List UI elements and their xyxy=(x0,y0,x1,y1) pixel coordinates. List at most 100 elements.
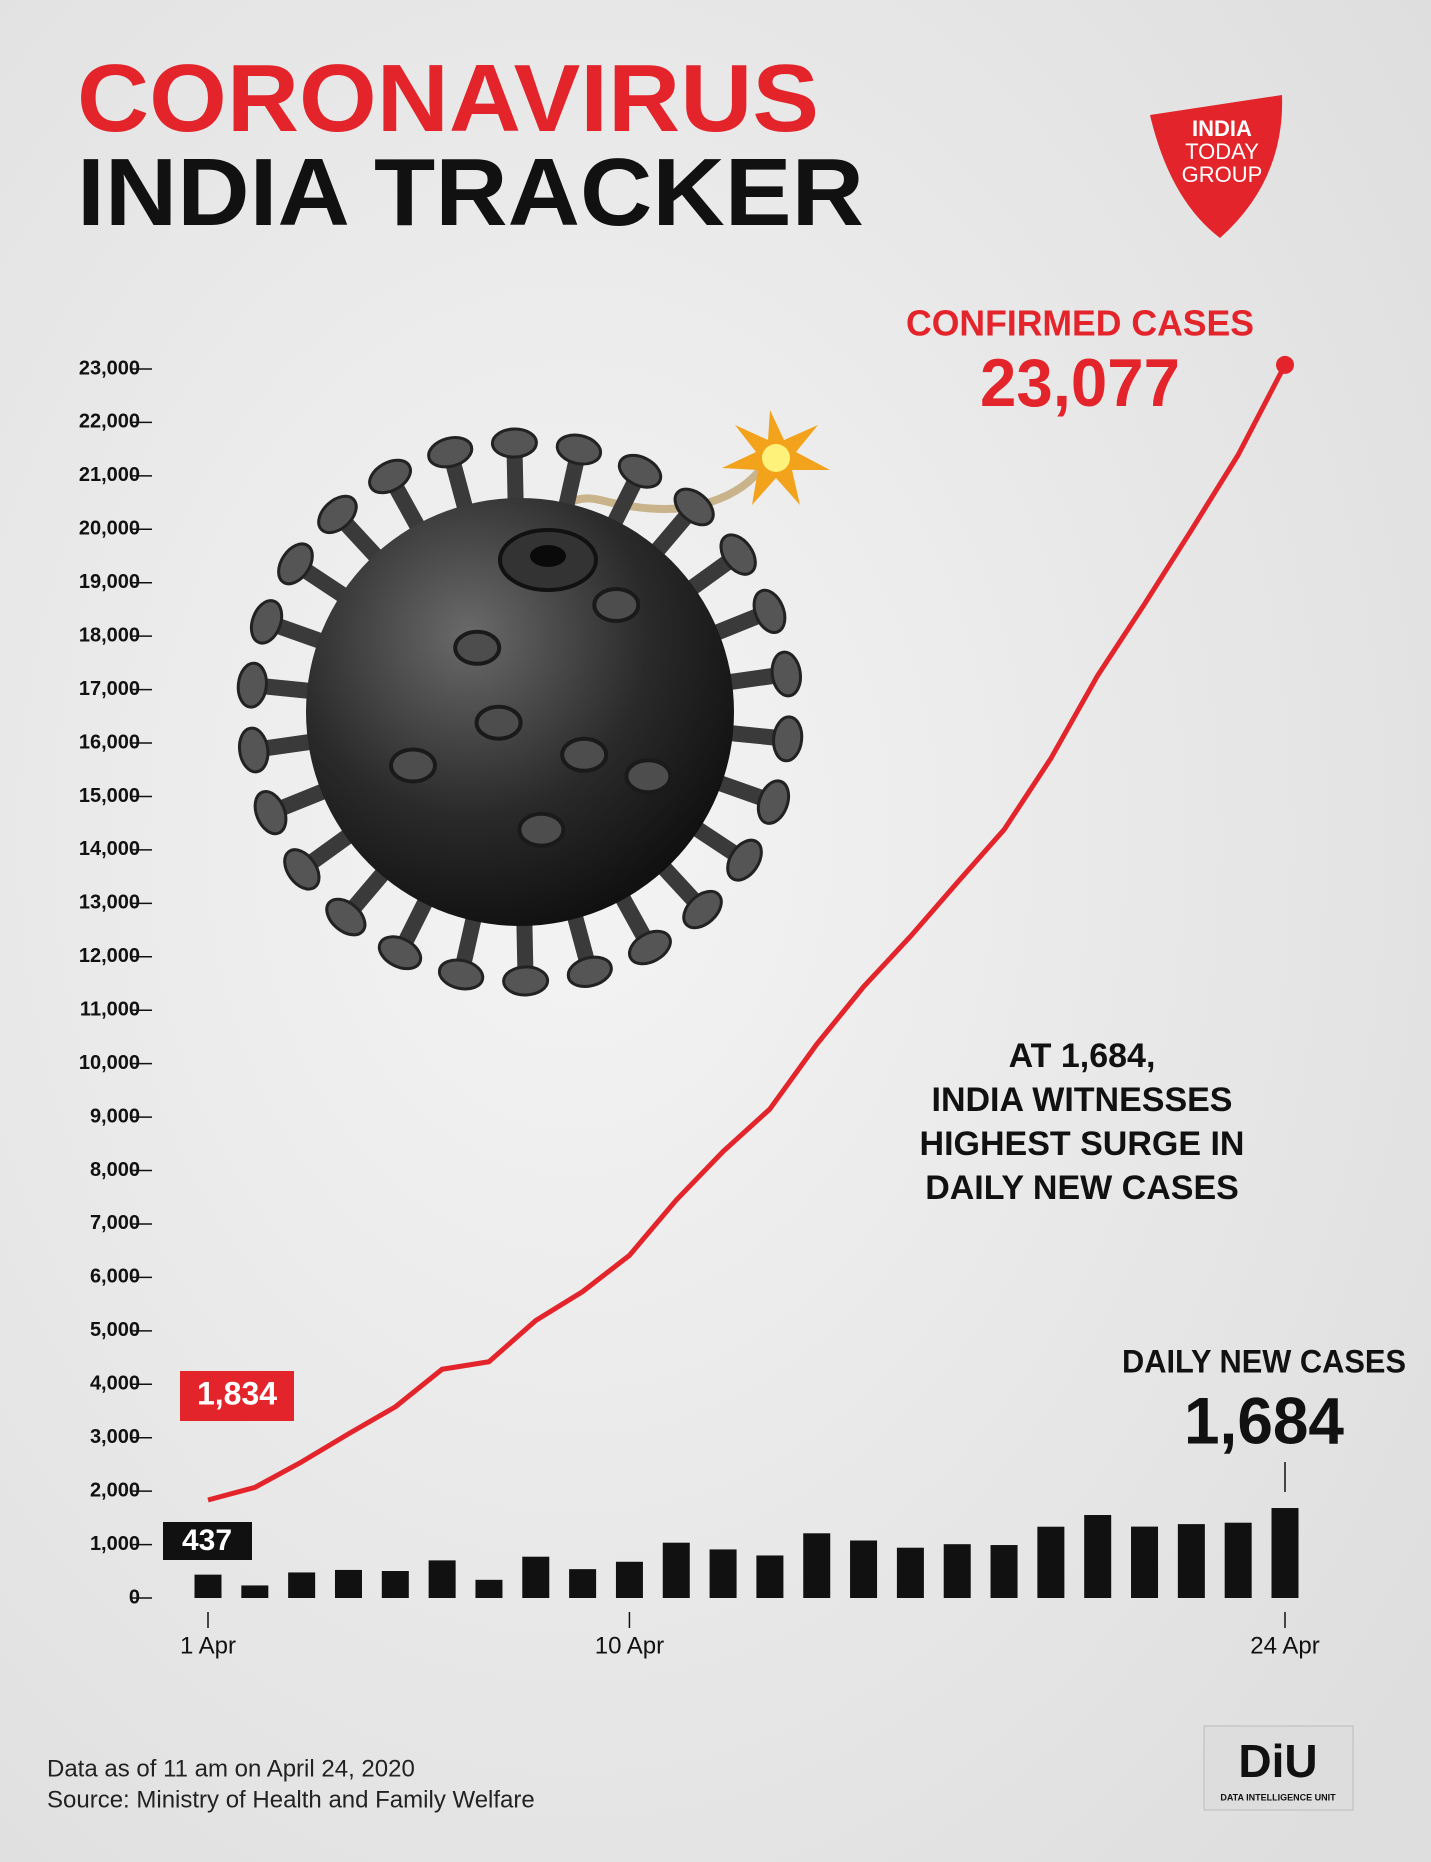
y-tick-label: 15,000 xyxy=(79,785,140,807)
logo-text: INDIA xyxy=(1192,116,1252,141)
bar xyxy=(428,1560,456,1598)
chart: 01,0002,0003,0004,0005,0006,0007,0008,00… xyxy=(79,303,1406,1660)
publisher-logo: INDIA TODAY GROUP xyxy=(1150,95,1283,238)
bar xyxy=(709,1549,737,1598)
unit-logo: DiU DATA INTELLIGENCE UNIT xyxy=(1203,1725,1354,1811)
virus-spike-knob xyxy=(770,650,803,698)
virus-knob xyxy=(560,736,609,773)
virus-spike-knob xyxy=(368,458,412,495)
virus-knob xyxy=(474,704,523,741)
virus-spike-knob xyxy=(502,965,550,997)
annotation: DAILY NEW CASES xyxy=(925,1169,1239,1207)
bar xyxy=(990,1545,1018,1598)
virus-illustration xyxy=(236,410,830,997)
bar xyxy=(850,1540,878,1598)
y-tick-label: 3,000 xyxy=(90,1426,140,1448)
virus-spike-knob xyxy=(437,958,485,991)
bar xyxy=(896,1547,924,1598)
virus-knob xyxy=(389,747,437,784)
subtitle: INDIA TRACKER xyxy=(77,139,864,246)
footnote: Data as of 11 am on April 24, 2020 xyxy=(47,1755,415,1782)
bomb-cap-hole xyxy=(530,545,566,567)
y-tick-label: 6,000 xyxy=(90,1266,140,1288)
bar xyxy=(1131,1526,1159,1598)
bar xyxy=(194,1574,222,1598)
y-tick-label: 17,000 xyxy=(79,678,140,700)
virus-knob xyxy=(453,629,502,666)
bar xyxy=(1084,1515,1112,1598)
x-tick-label: 24 Apr xyxy=(1250,1632,1319,1659)
bar xyxy=(475,1579,503,1598)
y-tick-label: 11,000 xyxy=(80,998,140,1020)
virus-spike-knob xyxy=(617,453,663,489)
line xyxy=(207,363,1288,1503)
y-tick-label: 20,000 xyxy=(79,518,140,540)
y-tick-label: 12,000 xyxy=(79,945,140,967)
virus-spike-knob xyxy=(490,427,538,459)
bar xyxy=(522,1556,550,1598)
virus-spike-knob xyxy=(236,661,268,709)
virus-spike-knob xyxy=(726,838,763,882)
y-tick-label: 10,000 xyxy=(79,1052,140,1074)
y-tick-label: 18,000 xyxy=(79,624,140,646)
bar xyxy=(334,1569,362,1598)
bar xyxy=(1177,1524,1205,1598)
virus-spike-knob xyxy=(277,542,314,586)
virus-knob xyxy=(517,811,566,848)
spark-core xyxy=(762,444,790,472)
virus-spike-knob xyxy=(253,790,288,836)
footnote: Source: Ministry of Health and Family We… xyxy=(47,1786,535,1813)
y-tick-label: 8,000 xyxy=(90,1159,140,1181)
y-tick-label: 22,000 xyxy=(79,411,140,433)
unit-logo-box xyxy=(1203,1725,1354,1811)
y-tick-label: 9,000 xyxy=(90,1105,140,1127)
bar xyxy=(803,1533,831,1598)
virus-knob xyxy=(624,758,673,795)
unit-logo-tagline: DATA INTELLIGENCE UNIT xyxy=(1220,1792,1336,1802)
bar xyxy=(381,1571,409,1598)
virus-spike-knob xyxy=(249,599,284,645)
virus-spike-knob xyxy=(377,935,423,971)
value-label: 1,684 xyxy=(1184,1383,1344,1457)
bar xyxy=(1037,1526,1065,1598)
virus-spike-knob xyxy=(772,715,804,763)
value-label-box xyxy=(163,1522,252,1560)
y-tick-label: 2,000 xyxy=(90,1479,140,1501)
bar xyxy=(756,1555,784,1598)
logo-text: GROUP xyxy=(1182,162,1263,187)
y-tick-label: 13,000 xyxy=(79,892,140,914)
value-label: 437 xyxy=(182,1524,232,1557)
logo-text: TODAY xyxy=(1185,139,1259,164)
virus-spike-knob xyxy=(756,779,791,825)
y-tick-label: 4,000 xyxy=(90,1373,140,1395)
title: CORONAVIRUS xyxy=(77,45,819,152)
virus-spike-knob xyxy=(673,487,715,527)
virus-spike-knob xyxy=(628,929,672,966)
virus-knob xyxy=(592,587,641,623)
y-tick-label: 16,000 xyxy=(79,731,140,753)
unit-logo-name: DiU xyxy=(1238,1735,1317,1787)
virus-spike-knob xyxy=(283,848,321,891)
y-tick-label: 1,000 xyxy=(90,1533,140,1555)
virus-spike-knob xyxy=(325,897,367,937)
bar xyxy=(569,1569,597,1598)
virus-spike-knob xyxy=(427,436,474,469)
annotation: INDIA WITNESSES xyxy=(932,1081,1233,1119)
value-label: 1,834 xyxy=(197,1375,277,1411)
virus-spike-knob xyxy=(719,533,757,576)
annotation: AT 1,684, xyxy=(1009,1037,1156,1075)
bar xyxy=(288,1572,316,1598)
logo-shield xyxy=(1150,95,1283,238)
virus-spikes xyxy=(236,427,804,997)
x-tick-label: 1 Apr xyxy=(180,1632,236,1659)
y-tick-label: 19,000 xyxy=(79,571,140,593)
y-tick-label: 5,000 xyxy=(90,1319,140,1341)
bar xyxy=(1271,1508,1299,1598)
bar xyxy=(241,1585,269,1598)
end-marker xyxy=(1276,355,1294,374)
virus-spike-knob xyxy=(566,955,613,988)
value-label: 23,077 xyxy=(980,345,1180,421)
annotation: HIGHEST SURGE IN xyxy=(920,1125,1245,1163)
